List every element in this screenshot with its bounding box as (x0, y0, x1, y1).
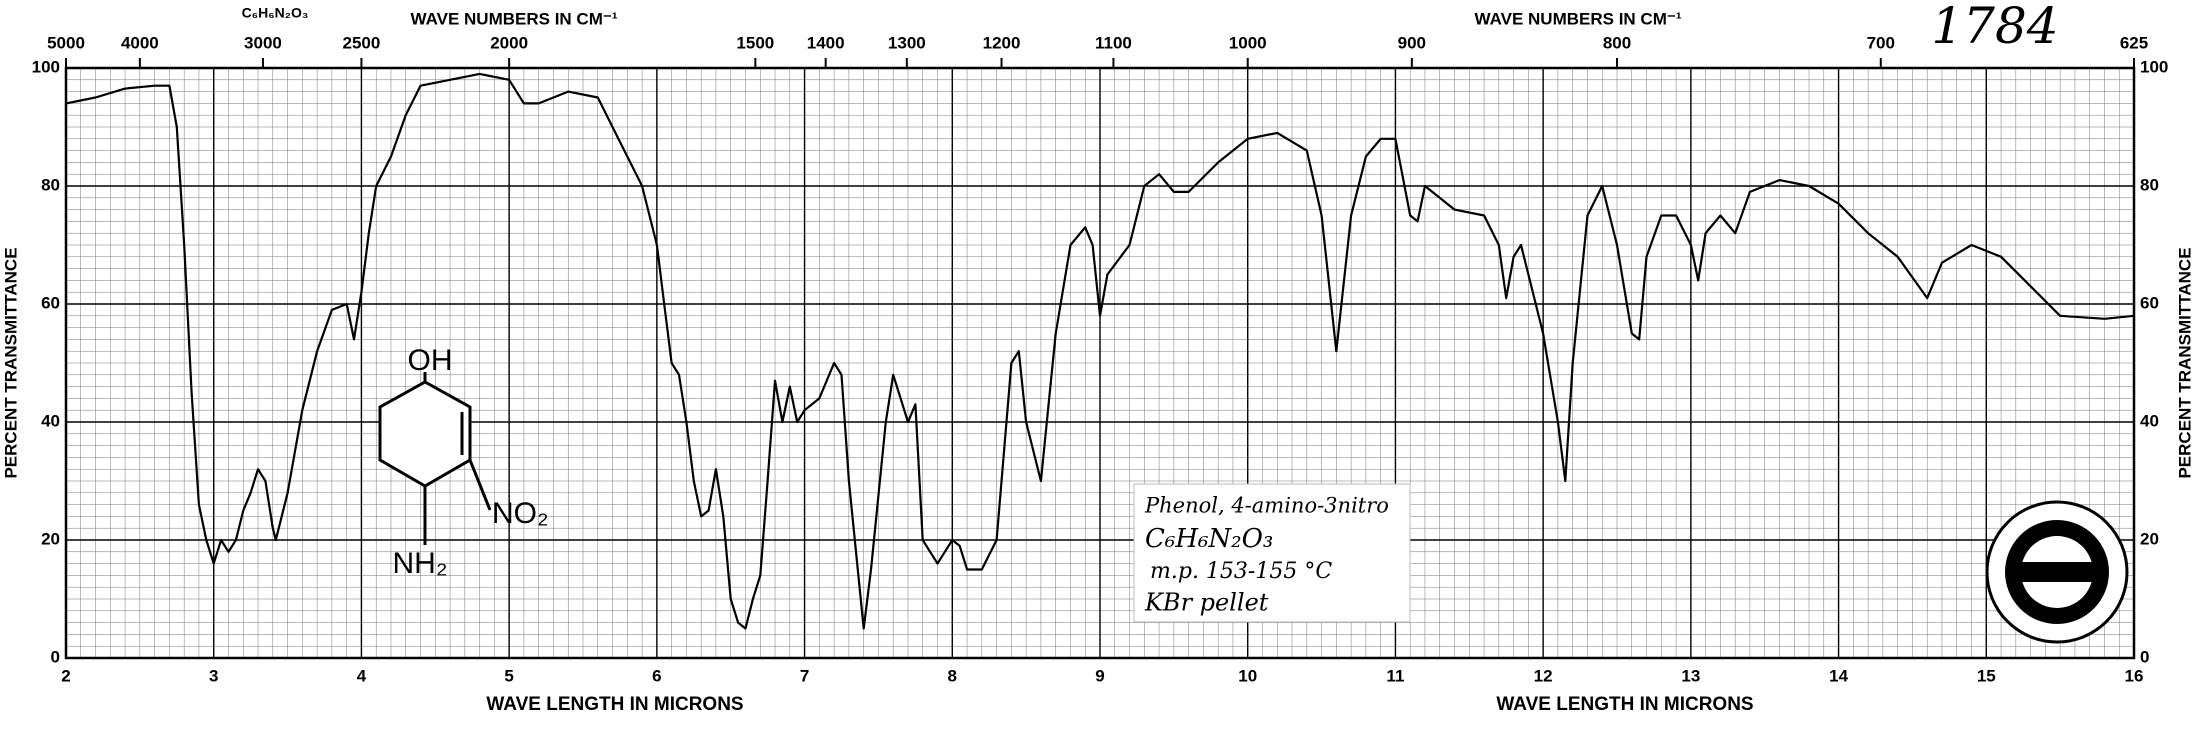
x-axis-title: WAVE LENGTH IN MICRONS (1496, 694, 1753, 715)
chart-title: 1784 (1931, 0, 2058, 55)
x2-tick-label: 4000 (121, 33, 159, 52)
x-tick-label: 9 (1095, 666, 1104, 685)
y-tick-label-right: 0 (2140, 647, 2149, 666)
x2-tick-label: 3000 (244, 33, 282, 52)
x2-tick-label: 1100 (1095, 33, 1132, 52)
annotation: C₆H₆N₂O₃ (1145, 524, 1273, 554)
y-tick-label: 20 (41, 529, 60, 548)
x2-tick-label: 800 (1603, 33, 1631, 52)
x2-tick-label: 1300 (888, 33, 926, 52)
structure-label: NO₂ (492, 497, 549, 530)
x-tick-label: 15 (1977, 666, 1996, 685)
top-axis-title: WAVE NUMBERS IN CM⁻¹ (411, 9, 618, 28)
y-axis-title: PERCENT TRANSMITTANCE (1, 247, 20, 478)
y-tick-label: 0 (51, 647, 60, 666)
y-tick-label-right: 60 (2140, 293, 2159, 312)
annotation-card (1133, 483, 1411, 623)
top-axis-title: WAVE NUMBERS IN CM⁻¹ (1475, 9, 1682, 28)
x2-tick-label: 1000 (1229, 33, 1267, 52)
annotation: m.p. 153-155 °C (1150, 559, 1332, 584)
spectrum-line (65, 72, 2135, 630)
x2-tick-label: 1500 (736, 33, 774, 52)
y-tick-label-right: 40 (2140, 411, 2159, 430)
y-tick-label: 100 (32, 57, 60, 76)
structure-label: OH (408, 344, 453, 377)
formula-header: C₆H₆N₂O₃ (242, 5, 309, 21)
x2-tick-label: 2500 (343, 33, 381, 52)
x-tick-label: 7 (800, 666, 809, 685)
x-tick-label: 10 (1238, 666, 1257, 685)
plot-frame (64, 66, 2136, 660)
x-tick-label: 4 (357, 666, 367, 685)
y-axis-title-right: PERCENT TRANSMITTANCE (2175, 247, 2194, 478)
y-tick-label: 80 (41, 175, 60, 194)
x-tick-label: 8 (948, 666, 957, 685)
logo (1985, 500, 2129, 644)
y-tick-label-right: 20 (2140, 529, 2159, 548)
structure (378, 372, 492, 545)
x-tick-label: 16 (2125, 666, 2144, 685)
y-tick-label-right: 100 (2140, 57, 2168, 76)
structure-label: NH₂ (393, 547, 448, 580)
x2-tick-label: 2000 (490, 33, 528, 52)
annotation: KBr pellet (1144, 589, 1269, 617)
x-tick-label: 11 (1386, 666, 1404, 685)
x-tick-label: 13 (1681, 666, 1700, 685)
x-tick-label: 12 (1534, 666, 1553, 685)
x-tick-label: 14 (1829, 666, 1848, 685)
y-tick-label: 60 (41, 293, 60, 312)
x2-tick-label: 700 (1867, 33, 1895, 52)
y-tick-label-right: 80 (2140, 175, 2159, 194)
x2-tick-label: 5000 (47, 33, 85, 52)
x-tick-label: 5 (504, 666, 513, 685)
y-tick-label: 40 (41, 411, 60, 430)
x2-tick-label: 625 (2120, 33, 2148, 52)
x2-tick-label: 1400 (807, 33, 845, 52)
x2-tick-label: 900 (1398, 33, 1426, 52)
x-tick-label: 2 (61, 666, 70, 685)
x2-tick-label: 1200 (983, 33, 1021, 52)
x-axis-title: WAVE LENGTH IN MICRONS (486, 694, 743, 715)
annotation: Phenol, 4-amino-3nitro (1144, 494, 1389, 518)
x-tick-label: 3 (209, 666, 218, 685)
x-tick-label: 6 (652, 666, 661, 685)
